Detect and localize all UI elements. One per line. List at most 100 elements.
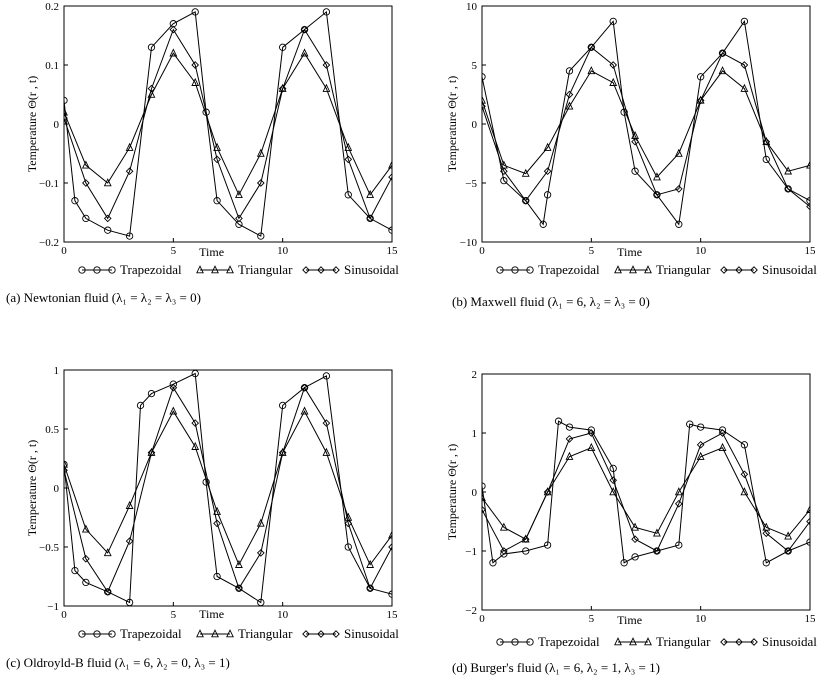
trapezoidal-point: [806, 538, 810, 546]
sinusoidal-point: [191, 419, 200, 427]
trapezoidal-point: [620, 559, 628, 567]
sinusoidal-point: [609, 476, 618, 485]
trapezoidal-point: [543, 191, 552, 199]
triangular-point: [191, 441, 200, 450]
trapezoidal-point: [489, 559, 497, 567]
triangular-point: [300, 406, 309, 415]
trapezoidal-point: [322, 372, 331, 380]
plot-frame: [63, 5, 393, 243]
series-line-trapezoidal: [482, 420, 810, 564]
x-tick-label: 15: [805, 613, 817, 625]
trapezoidal-point: [136, 401, 145, 410]
sinusoidal-point: [64, 466, 68, 475]
trapezoidal-point: [125, 598, 134, 606]
x-tick-label: 5: [171, 609, 177, 621]
triangular-point: [81, 160, 90, 169]
x-tick-label: 10: [277, 609, 289, 621]
x-tick-label: 0: [61, 245, 67, 257]
sinusoidal-point: [718, 49, 727, 58]
triangular-point: [125, 142, 134, 151]
y-tick-label: −0.2: [39, 237, 59, 249]
legend-label-triangular: Triangular: [656, 634, 711, 649]
y-tick-label: 0: [54, 483, 60, 495]
trapezoidal-point: [191, 8, 199, 16]
triangular-point: [499, 522, 508, 531]
caption-title: (a) Newtonian fluid: [6, 290, 112, 305]
legend-marker-diamond: [302, 630, 310, 638]
y-tick-label: −1: [465, 546, 477, 558]
triangular-point: [521, 168, 530, 177]
legend: Trapezoidal Triangular Sinusoidal: [78, 262, 399, 277]
trapezoidal-point: [82, 578, 90, 587]
triangular-point: [565, 451, 574, 460]
y-tick-label: −1: [47, 601, 59, 613]
sinusoidal-point: [235, 214, 243, 223]
y-tick-label: 1: [54, 365, 60, 377]
trapezoidal-point: [697, 423, 705, 431]
sinusoidal-point: [653, 547, 661, 555]
trapezoidal-point: [71, 566, 79, 575]
trapezoidal-point: [279, 401, 287, 410]
legend-marker-circle: [78, 266, 86, 274]
series-line-sinusoidal: [64, 28, 392, 220]
trapezoidal-point: [740, 441, 749, 449]
sinusoidal-point: [762, 529, 771, 538]
legend-marker-triangle: [629, 637, 637, 646]
y-tick-label: 0: [472, 119, 478, 131]
triangular-point: [169, 48, 178, 57]
series-line-sinusoidal: [482, 432, 810, 552]
y-tick-label: −0.5: [39, 542, 59, 554]
y-axis-label: Temperature Θ(r , t): [25, 440, 39, 536]
triangular-point: [543, 142, 552, 151]
series-trapezoidal: [482, 417, 810, 567]
trapezoidal-point: [191, 370, 199, 378]
triangular-point: [718, 442, 727, 451]
trapezoidal-point: [279, 43, 287, 51]
x-tick-label: 15: [387, 245, 399, 257]
sinusoidal-point: [125, 537, 134, 545]
y-axis-label: Temperature Θ(r , t): [445, 444, 459, 540]
legend-label-sinusoidal: Sinusoidal: [344, 626, 399, 641]
sinusoidal-point: [235, 584, 243, 593]
sinusoidal-point: [278, 448, 287, 457]
sinusoidal-point: [103, 588, 112, 596]
trapezoidal-point: [322, 8, 331, 16]
sinusoidal-point: [256, 179, 265, 187]
y-tick-label: −2: [465, 605, 477, 617]
triangular-point: [366, 189, 375, 199]
series-triangular: [64, 406, 392, 568]
legend-marker-circle: [496, 638, 504, 646]
y-tick-label: −5: [465, 178, 477, 190]
sinusoidal-point: [543, 488, 552, 496]
legend-marker-triangle: [196, 265, 204, 274]
caption-title: (b) Maxwell fluid: [452, 294, 548, 309]
sinusoidal-point: [609, 61, 618, 69]
legend-marker-triangle: [211, 629, 219, 638]
sinusoidal-point: [82, 179, 90, 187]
triangular-point: [256, 518, 265, 527]
legend-label-triangular: Triangular: [656, 262, 711, 277]
trapezoidal-point: [388, 226, 392, 234]
triangular-point: [587, 66, 596, 75]
legend-marker-triangle: [211, 265, 219, 274]
sinusoidal-point: [521, 535, 530, 544]
sinusoidal-point: [147, 84, 156, 93]
trapezoidal-point: [554, 417, 563, 425]
series-line-sinusoidal: [64, 386, 392, 593]
y-tick-label: −0.1: [39, 178, 59, 190]
y-tick-label: −10: [460, 237, 478, 249]
sinusoidal-point: [631, 535, 639, 544]
legend-marker-diamond: [720, 638, 728, 646]
triangular-point: [806, 160, 810, 169]
trapezoidal-point: [543, 541, 552, 549]
plot-frame: [481, 373, 811, 611]
trapezoidal-point: [609, 17, 617, 25]
triangular-point: [322, 83, 331, 92]
triangular-point: [125, 500, 134, 509]
triangular-point: [718, 66, 727, 75]
legend-marker-diamond: [750, 638, 758, 646]
sinusoidal-point: [500, 167, 508, 176]
triangular-point: [366, 559, 375, 568]
sinusoidal-point: [169, 25, 178, 34]
sinusoidal-point: [82, 554, 90, 563]
